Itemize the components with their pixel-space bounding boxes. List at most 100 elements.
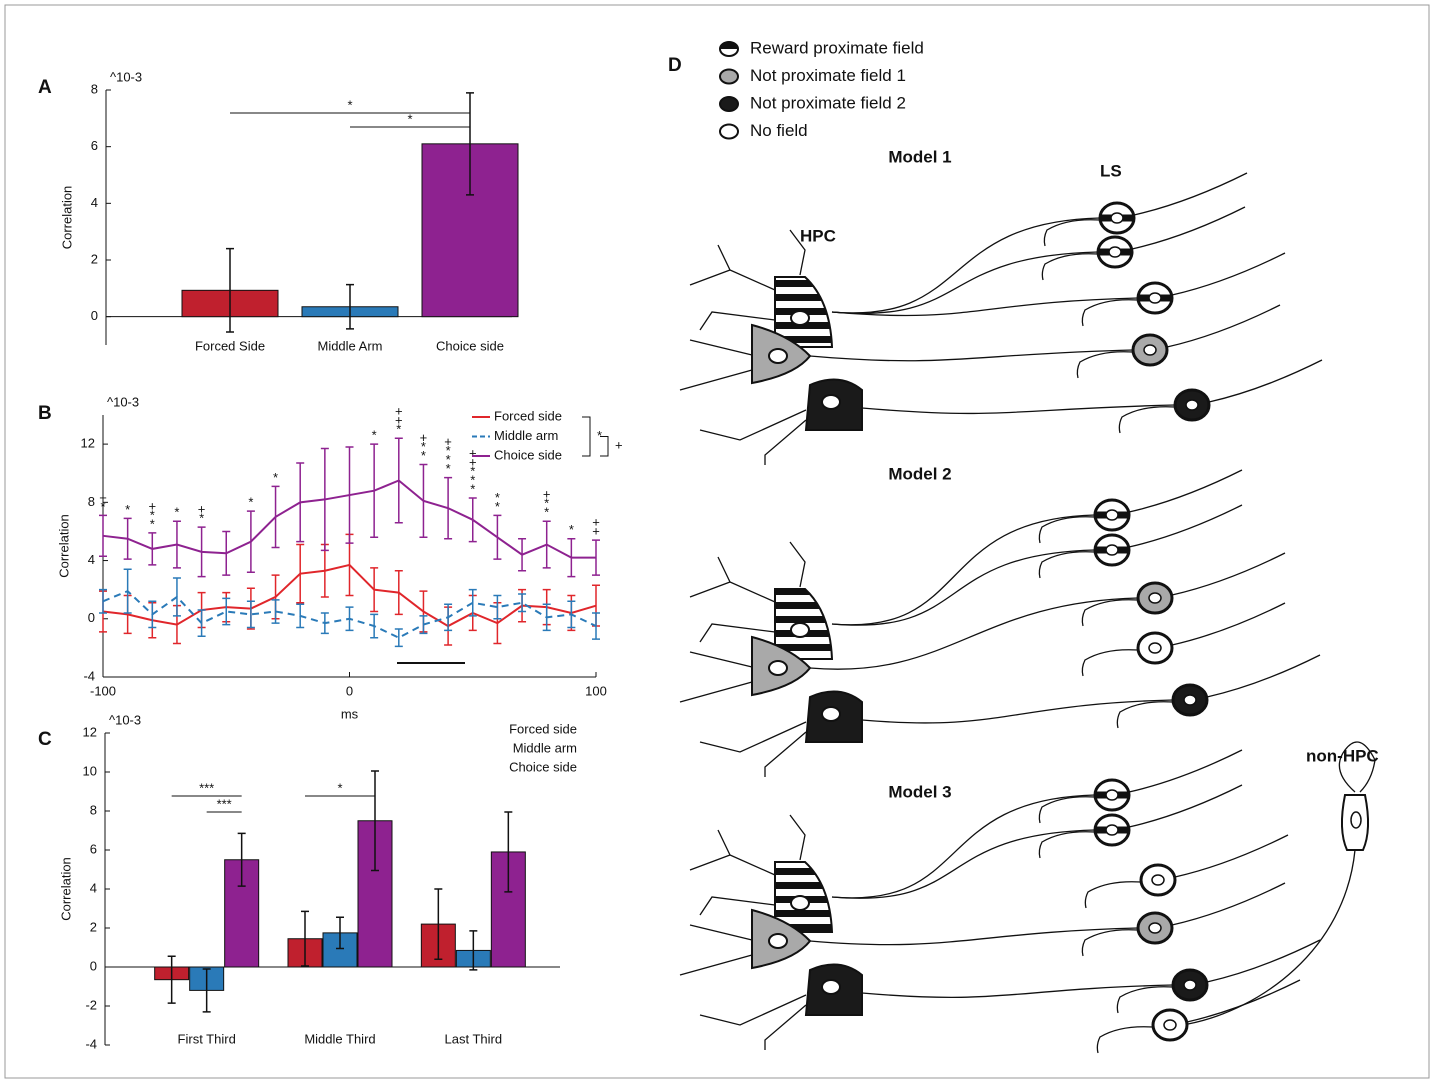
x-tick-label: -100	[90, 683, 116, 698]
dendrite	[1172, 603, 1285, 645]
axon	[862, 700, 1173, 723]
dendrite	[700, 995, 806, 1025]
y-axis-label: Correlation	[58, 857, 73, 921]
y-tick-label: 12	[83, 724, 97, 739]
y-tick-label: 2	[91, 251, 98, 266]
nucleus	[822, 707, 840, 721]
y-axis-label: Correlation	[56, 514, 71, 578]
error-bar	[493, 515, 501, 559]
point-annotation: +	[198, 502, 206, 517]
dendrite	[680, 682, 752, 702]
dendrite	[1119, 407, 1175, 433]
significance-label: *	[347, 97, 352, 112]
dendrite	[700, 722, 806, 752]
axon	[862, 405, 1175, 413]
y-tick-label: 10	[83, 763, 97, 778]
error-bar	[198, 610, 206, 636]
nucleus	[1106, 790, 1118, 800]
y-tick-label: -4	[83, 668, 95, 683]
nucleus	[791, 623, 809, 637]
significance-label: ***	[217, 796, 232, 811]
dendrite	[700, 624, 775, 642]
dendrite	[1132, 207, 1245, 249]
model-label: Model 3	[888, 782, 951, 801]
nucleus	[791, 896, 809, 910]
nucleus	[1111, 213, 1123, 223]
nucleus	[822, 980, 840, 994]
x-tick-label: Middle Arm	[317, 338, 382, 353]
dendrite	[718, 557, 775, 602]
y-multiplier: ^10-3	[110, 69, 142, 84]
significance-label: +	[615, 438, 623, 453]
y-tick-label: 8	[90, 802, 97, 817]
dendrite	[1167, 305, 1280, 347]
nucleus	[1351, 812, 1361, 828]
dendrite	[690, 270, 730, 285]
point-annotation: +	[149, 498, 157, 513]
dendrite	[1175, 835, 1288, 877]
nucleus	[1106, 825, 1118, 835]
nucleus	[1109, 247, 1121, 257]
nucleus	[769, 661, 787, 675]
dendrite	[1172, 253, 1285, 295]
nucleus	[1149, 293, 1161, 303]
model-label: Model 2	[888, 464, 951, 483]
dendrite	[690, 925, 752, 940]
significance-label: *	[407, 111, 412, 126]
error-bar	[543, 521, 551, 568]
axon	[832, 218, 1100, 313]
significance-bracket	[582, 417, 590, 456]
y-tick-label: 4	[91, 195, 98, 210]
error-bar	[148, 601, 156, 627]
error-bar	[469, 498, 477, 542]
y-tick-label: 12	[81, 436, 95, 451]
point-annotation: *	[569, 522, 574, 537]
dendrite	[690, 582, 730, 597]
dendrite	[690, 340, 752, 355]
axon	[810, 928, 1138, 945]
x-tick-label: Choice side	[436, 338, 504, 353]
legend-label: No field	[750, 121, 808, 140]
dendrite	[1134, 173, 1247, 215]
region-label: HPC	[800, 226, 836, 245]
y-tick-label: 0	[91, 308, 98, 323]
legend-label: Forced side	[494, 408, 562, 423]
panel-label: D	[668, 55, 682, 76]
point-annotation: +	[395, 404, 403, 419]
legend-label: Choice side	[509, 759, 577, 774]
point-annotation: *	[125, 502, 130, 517]
dendrite	[1129, 505, 1242, 547]
nucleus	[1152, 875, 1164, 885]
point-annotation: +	[99, 490, 107, 505]
dendrite	[1042, 254, 1098, 280]
dendrite	[765, 732, 806, 777]
dendrite	[1129, 750, 1242, 792]
y-tick-label: 6	[91, 138, 98, 153]
nucleus	[1144, 345, 1156, 355]
point-annotation: +	[444, 434, 452, 449]
y-tick-label: -2	[85, 997, 97, 1012]
y-tick-label: 8	[88, 494, 95, 509]
y-multiplier: ^10-3	[109, 712, 141, 727]
dendrite	[690, 855, 730, 870]
nucleus	[1164, 1020, 1176, 1030]
dendrite	[1082, 300, 1138, 326]
error-bar	[124, 569, 132, 613]
legend-label: Choice side	[494, 447, 562, 462]
x-tick-label: 0	[346, 683, 353, 698]
point-annotation: +	[469, 445, 477, 460]
y-tick-label: 6	[90, 841, 97, 856]
dendrite	[680, 955, 752, 975]
error-bar	[99, 590, 107, 613]
axon	[832, 550, 1095, 625]
dendrite	[680, 370, 752, 390]
legend-label: Reward proximate field	[750, 38, 924, 57]
axon	[1188, 850, 1355, 1024]
error-bar	[395, 629, 403, 646]
point-annotation: +	[543, 487, 551, 502]
legend-label: Forced side	[509, 721, 577, 736]
dendrite	[718, 830, 775, 875]
y-tick-label: 4	[90, 880, 97, 895]
dendrite	[1039, 832, 1095, 858]
dendrite	[1082, 650, 1138, 676]
